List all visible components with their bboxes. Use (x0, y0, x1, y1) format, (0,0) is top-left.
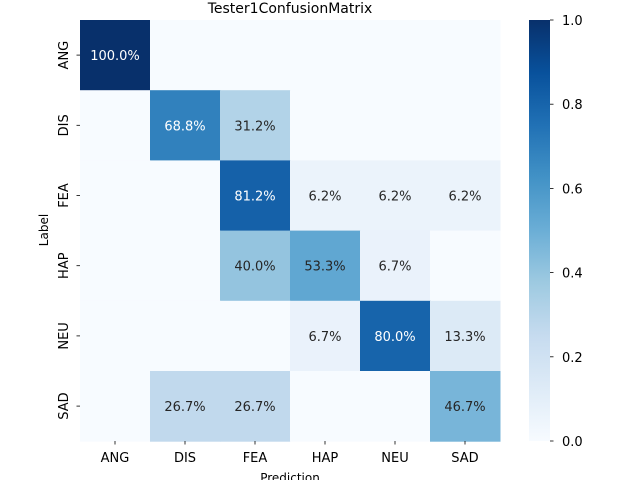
y-axis-label: Label (37, 214, 51, 246)
heatmap-cell (290, 300, 361, 372)
x-tick-label: SAD (451, 451, 478, 466)
heatmap-cell (150, 160, 221, 232)
colorbar (529, 20, 550, 441)
y-tick-label: ANG (57, 41, 72, 70)
heatmap-cell (150, 230, 221, 302)
cell-annotation: 68.8% (164, 119, 205, 134)
heatmap-cell (150, 20, 221, 91)
heatmap-cell (290, 230, 361, 302)
x-tick-label: HAP (312, 451, 339, 466)
x-tick-label: NEU (381, 451, 408, 466)
colorbar-tick-label: 0.8 (562, 98, 583, 113)
cell-annotation: 6.7% (308, 330, 341, 345)
y-tick-label: NEU (57, 322, 72, 349)
heatmap-cell (150, 90, 221, 161)
heatmap-cells (80, 20, 501, 442)
heatmap-cell (80, 300, 151, 372)
heatmap-cell (220, 300, 291, 372)
x-axis-label: Prediction (260, 471, 320, 480)
heatmap-cell (220, 230, 291, 302)
cell-annotation: 53.3% (304, 260, 345, 275)
cell-annotation: 80.0% (374, 330, 415, 345)
y-tick-label: SAD (57, 392, 72, 419)
x-axis-ticks: ANG DIS FEA HAP NEU SAD (101, 441, 479, 466)
cell-annotation: 26.7% (234, 400, 275, 415)
heatmap-cell (220, 90, 291, 161)
heatmap-cell (80, 230, 151, 302)
heatmap-cell (360, 90, 431, 161)
cell-annotation: 81.2% (234, 190, 275, 205)
heatmap-cell (430, 371, 501, 442)
heatmap-cell (220, 371, 291, 442)
heatmap-cell (80, 160, 151, 232)
y-tick-label: FEA (57, 183, 72, 208)
cell-annotation: 6.2% (448, 190, 481, 205)
heatmap-cell (430, 300, 501, 372)
cell-annotation: 6.7% (378, 260, 411, 275)
heatmap-cell (150, 371, 221, 442)
heatmap-cell (220, 160, 291, 232)
heatmap-cell (80, 20, 151, 91)
heatmap-cell (150, 300, 221, 372)
y-axis-ticks: ANG DIS FEA HAP NEU SAD (57, 41, 80, 420)
cell-annotation: 13.3% (444, 330, 485, 345)
y-tick-label: DIS (57, 114, 72, 136)
cell-annotation: 31.2% (234, 119, 275, 134)
heatmap-cell (430, 20, 501, 91)
heatmap-cell (430, 90, 501, 161)
colorbar-tick-label: 1.0 (562, 14, 583, 29)
colorbar-tick-label: 0.6 (562, 182, 583, 197)
cell-annotation: 26.7% (164, 400, 205, 415)
chart-title: Tester1ConfusionMatrix (207, 1, 373, 17)
x-tick-label: FEA (243, 451, 268, 466)
heatmap-cell (290, 90, 361, 161)
heatmap-cell (360, 20, 431, 91)
heatmap-cell (80, 90, 151, 161)
heatmap-cell (430, 230, 501, 302)
heatmap-cell (360, 230, 431, 302)
x-tick-label: ANG (101, 451, 130, 466)
heatmap-cell (220, 20, 291, 91)
colorbar-ticks: 0.0 0.2 0.4 0.6 0.8 1.0 (550, 14, 583, 450)
colorbar-tick-label: 0.2 (562, 351, 583, 366)
heatmap-cell (360, 160, 431, 232)
cell-annotation: 100.0% (90, 49, 140, 64)
cell-annotation: 40.0% (234, 260, 275, 275)
heatmap-cell (360, 300, 431, 372)
cell-annotation: 46.7% (444, 400, 485, 415)
heatmap-cell (290, 20, 361, 91)
cell-annotation: 6.2% (378, 190, 411, 205)
heatmap-cell (290, 371, 361, 442)
cell-annotation: 6.2% (308, 190, 341, 205)
heatmap-cell (80, 371, 151, 442)
y-tick-label: HAP (57, 252, 72, 279)
colorbar-tick-label: 0.4 (562, 267, 583, 282)
heatmap-cell (360, 371, 431, 442)
cell-annotations: 100.0% 68.8% 31.2% 81.2% 6.2% 6.2% 6.2% 40.0% 53… (90, 49, 485, 415)
x-tick-label: DIS (174, 451, 196, 466)
colorbar-tick-label: 0.0 (562, 435, 583, 450)
heatmap-cell (290, 160, 361, 232)
heatmap-cell (430, 160, 501, 232)
